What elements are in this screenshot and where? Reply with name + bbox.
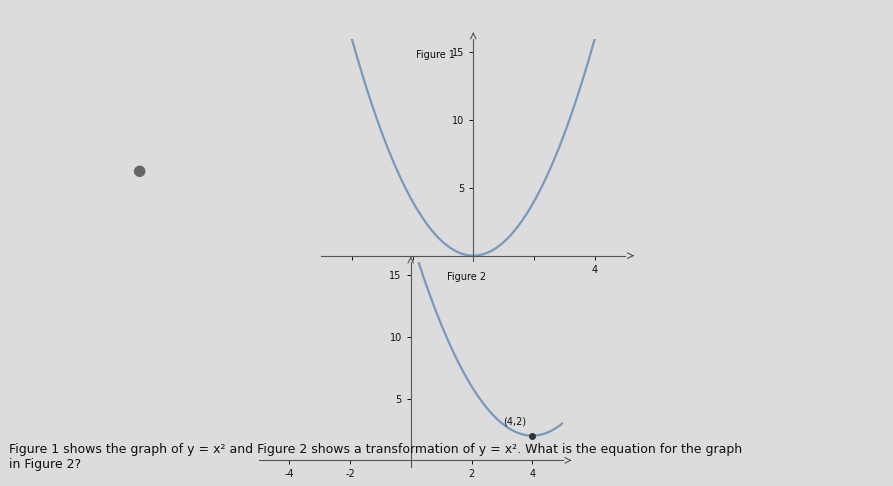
Text: ●: ● bbox=[132, 163, 145, 177]
Text: Figure 1: Figure 1 bbox=[416, 50, 455, 60]
Text: Figure 2: Figure 2 bbox=[447, 272, 487, 282]
Text: Figure 1 shows the graph of y = x² and Figure 2 shows a transformation of y = x²: Figure 1 shows the graph of y = x² and F… bbox=[9, 443, 742, 471]
Text: (4,2): (4,2) bbox=[503, 417, 526, 427]
